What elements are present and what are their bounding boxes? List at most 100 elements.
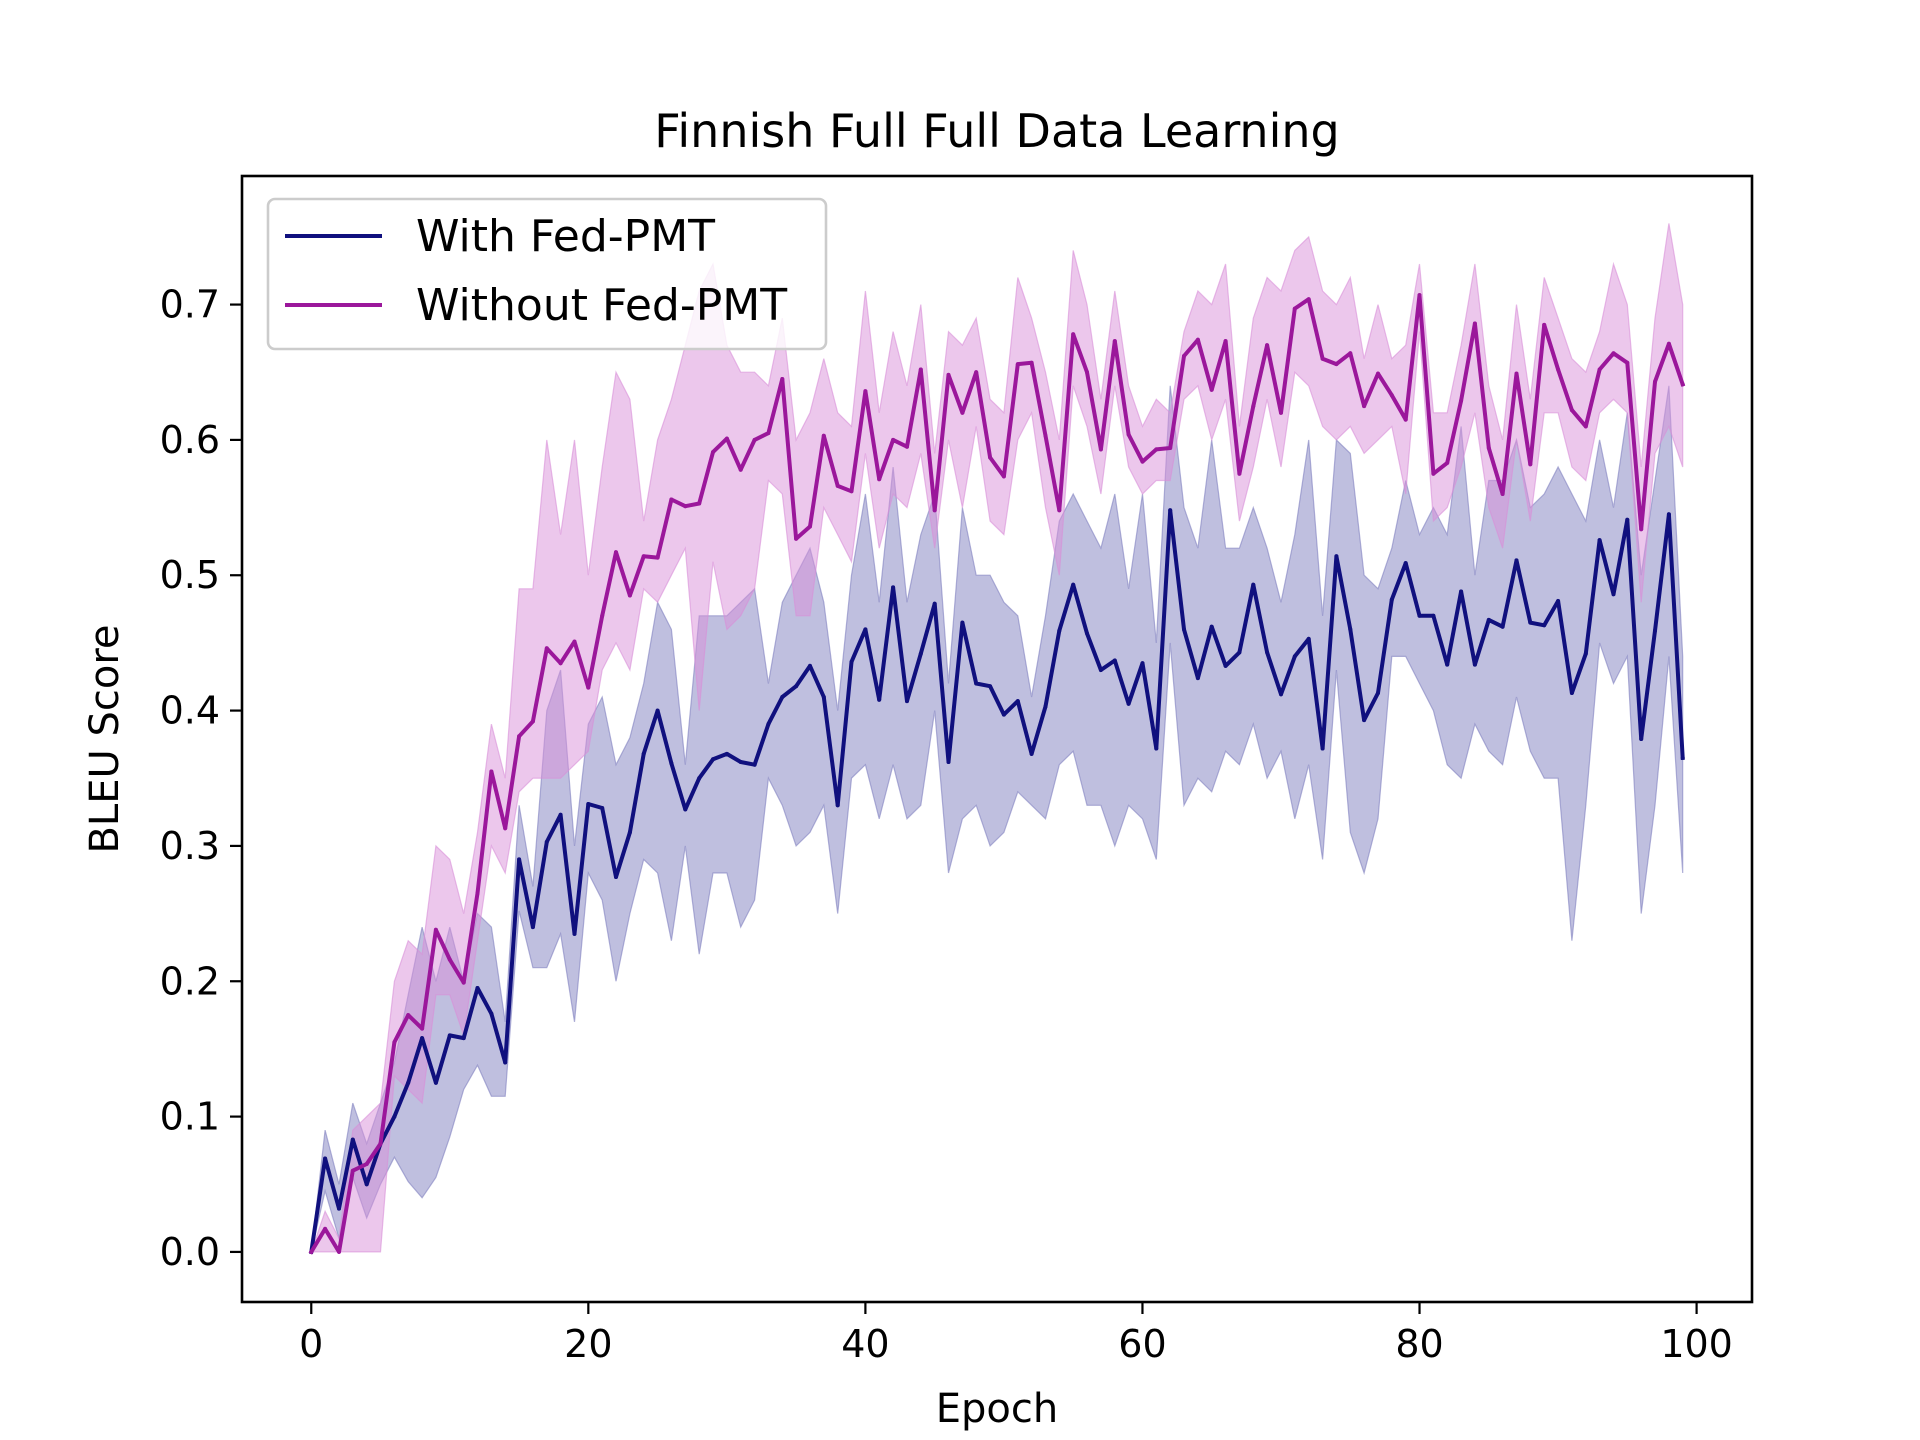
data-point-without-fed-pmt (1334, 362, 1339, 367)
x-tick-label: 100 (1660, 1322, 1733, 1366)
data-point-without-fed-pmt (1209, 387, 1214, 392)
data-point-without-fed-pmt (1639, 527, 1644, 532)
data-point-with-fed-pmt (1126, 701, 1131, 706)
legend: With Fed-PMT Without Fed-PMT (266, 197, 828, 351)
data-point-without-fed-pmt (877, 477, 882, 482)
data-point-with-fed-pmt (891, 585, 896, 590)
data-point-without-fed-pmt (544, 646, 549, 651)
data-point-with-fed-pmt (1472, 662, 1477, 667)
data-point-without-fed-pmt (918, 367, 923, 372)
data-point-with-fed-pmt (1279, 692, 1283, 697)
data-point-with-fed-pmt (614, 875, 618, 879)
data-point-without-fed-pmt (1126, 432, 1131, 437)
legend-box (266, 197, 828, 351)
data-point-without-fed-pmt (1043, 433, 1048, 438)
data-point-with-fed-pmt (1265, 650, 1270, 655)
data-point-with-fed-pmt (960, 620, 965, 625)
data-point-with-fed-pmt (1168, 508, 1173, 513)
y-tick-label: 0.0 (160, 1230, 220, 1274)
data-point-with-fed-pmt (835, 803, 840, 808)
data-point-without-fed-pmt (433, 927, 438, 932)
data-point-without-fed-pmt (406, 1013, 411, 1018)
data-point-without-fed-pmt (1223, 339, 1228, 344)
data-point-without-fed-pmt (517, 734, 522, 739)
data-point-with-fed-pmt (655, 708, 660, 713)
data-point-with-fed-pmt (489, 1011, 494, 1016)
data-point-with-fed-pmt (1140, 661, 1145, 666)
x-tick-label: 80 (1395, 1322, 1443, 1366)
data-point-with-fed-pmt (1029, 751, 1034, 756)
data-point-with-fed-pmt (1348, 627, 1353, 632)
data-point-with-fed-pmt (918, 651, 923, 656)
data-point-without-fed-pmt (1500, 492, 1505, 496)
data-point-without-fed-pmt (1459, 398, 1464, 403)
data-point-with-fed-pmt (863, 627, 868, 632)
y-axis-label: BLEU Score (82, 624, 128, 853)
data-point-with-fed-pmt (849, 659, 854, 664)
data-point-with-fed-pmt (392, 1114, 397, 1119)
data-point-without-fed-pmt (1168, 446, 1173, 450)
data-point-with-fed-pmt (1182, 627, 1186, 632)
data-point-with-fed-pmt (905, 699, 909, 704)
data-point-with-fed-pmt (1597, 538, 1602, 543)
data-point-without-fed-pmt (1320, 356, 1325, 361)
data-point-without-fed-pmt (946, 372, 951, 377)
data-point-with-fed-pmt (974, 681, 979, 686)
data-point-with-fed-pmt (600, 806, 605, 810)
data-point-with-fed-pmt (1417, 613, 1422, 618)
data-point-with-fed-pmt (572, 931, 577, 936)
data-point-with-fed-pmt (1001, 712, 1006, 717)
data-point-without-fed-pmt (475, 891, 480, 896)
data-point-with-fed-pmt (461, 1036, 466, 1041)
data-point-with-fed-pmt (794, 684, 799, 689)
data-point-without-fed-pmt (711, 450, 715, 455)
data-point-without-fed-pmt (835, 483, 840, 488)
data-point-without-fed-pmt (808, 524, 812, 529)
data-point-with-fed-pmt (517, 857, 522, 862)
data-point-without-fed-pmt (752, 437, 757, 442)
data-point-without-fed-pmt (960, 410, 965, 415)
data-point-without-fed-pmt (1306, 297, 1311, 302)
data-point-with-fed-pmt (821, 695, 826, 699)
data-point-without-fed-pmt (974, 370, 979, 375)
data-point-with-fed-pmt (447, 1033, 452, 1038)
data-point-without-fed-pmt (309, 1249, 314, 1254)
data-point-with-fed-pmt (1611, 592, 1616, 597)
y-tick-label: 0.7 (160, 283, 220, 327)
data-point-with-fed-pmt (669, 761, 674, 766)
data-point-with-fed-pmt (683, 807, 688, 812)
data-point-without-fed-pmt (530, 719, 535, 724)
data-point-with-fed-pmt (1154, 746, 1159, 751)
data-point-without-fed-pmt (1625, 360, 1630, 365)
data-point-without-fed-pmt (738, 467, 743, 472)
y-axis-ticks: 0.0 0.1 0.2 0.3 0.4 0.5 0.6 0.7 (160, 283, 242, 1274)
y-tick-label: 0.1 (160, 1095, 220, 1139)
data-point-with-fed-pmt (1015, 699, 1020, 704)
data-point-without-fed-pmt (1556, 367, 1561, 372)
data-point-without-fed-pmt (1279, 410, 1283, 415)
data-point-with-fed-pmt (711, 757, 715, 762)
data-point-with-fed-pmt (1445, 662, 1450, 667)
data-point-with-fed-pmt (350, 1137, 355, 1142)
data-point-with-fed-pmt (1528, 620, 1533, 625)
data-point-with-fed-pmt (1376, 691, 1380, 695)
data-point-without-fed-pmt (724, 436, 729, 441)
data-point-with-fed-pmt (1057, 628, 1062, 633)
data-point-without-fed-pmt (891, 437, 896, 442)
data-point-without-fed-pmt (1611, 351, 1616, 356)
data-point-without-fed-pmt (1597, 367, 1602, 372)
data-point-without-fed-pmt (1112, 339, 1117, 344)
data-point-with-fed-pmt (558, 812, 563, 817)
data-point-with-fed-pmt (1625, 517, 1630, 522)
data-point-with-fed-pmt (1209, 624, 1214, 629)
series-line-with-fed-pmt (309, 508, 1685, 1255)
data-point-with-fed-pmt (323, 1156, 328, 1161)
data-point-without-fed-pmt (600, 613, 605, 618)
data-point-without-fed-pmt (1403, 417, 1408, 422)
legend-label-with-fed-pmt: With Fed-PMT (416, 211, 715, 262)
data-point-with-fed-pmt (406, 1080, 411, 1085)
data-point-with-fed-pmt (1320, 746, 1325, 751)
data-point-without-fed-pmt (683, 504, 688, 509)
data-point-without-fed-pmt (1015, 362, 1020, 367)
